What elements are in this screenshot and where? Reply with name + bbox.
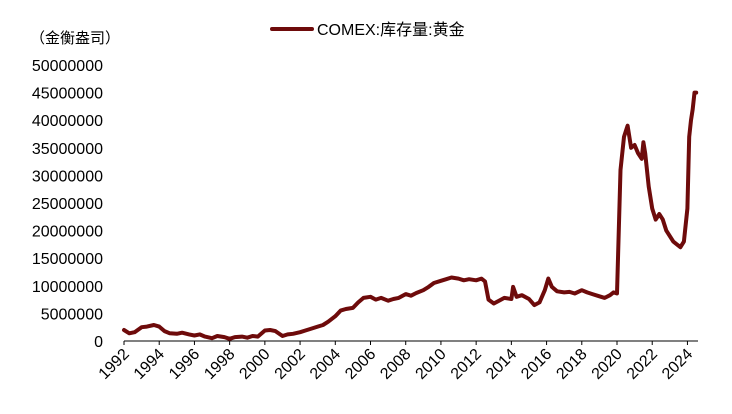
x-tick-label: 1996 <box>166 346 203 383</box>
legend-label: COMEX:库存量:黄金 <box>317 21 465 39</box>
x-tick-label: 2020 <box>589 346 626 383</box>
x-tick-label: 2022 <box>624 346 661 383</box>
y-tick-label: 10000000 <box>32 279 103 296</box>
y-tick-label: 5000000 <box>41 306 103 323</box>
y-tick-label: 45000000 <box>32 86 103 103</box>
x-tick-label: 2010 <box>413 346 450 383</box>
x-tick-label: 2016 <box>518 346 555 383</box>
x-tick-label: 1994 <box>131 346 168 383</box>
x-tick-label: 2018 <box>553 346 590 383</box>
y-tick-label: 25000000 <box>32 196 103 213</box>
x-tick-label: 2000 <box>236 346 273 383</box>
x-tick-label: 2002 <box>272 346 309 383</box>
x-tick-label: 2012 <box>448 346 485 383</box>
y-tick-label: 20000000 <box>32 224 103 241</box>
x-tick-label: 2008 <box>377 346 414 383</box>
y-axis-ticks: 0 5000000 10000000 15000000 20000000 25000000… <box>32 58 103 351</box>
y-tick-label: 0 <box>94 334 103 351</box>
x-tick-label: 1992 <box>96 346 133 383</box>
x-axis-ticks: 1992199419961998200020022004200620082010… <box>96 341 696 383</box>
series-line-comex-gold-inventory <box>122 90 699 341</box>
y-tick-label: 35000000 <box>32 141 103 158</box>
y-tick-label: 30000000 <box>32 168 103 185</box>
x-tick-label: 2004 <box>307 346 344 383</box>
y-tick-label: 50000000 <box>32 58 103 75</box>
x-tick-label: 2006 <box>342 346 379 383</box>
x-tick-label: 2014 <box>483 346 520 383</box>
legend: COMEX:库存量:黄金 <box>270 21 465 39</box>
y-tick-label: 40000000 <box>32 113 103 130</box>
x-tick-label: 2024 <box>659 346 696 383</box>
y-tick-label: 15000000 <box>32 251 103 268</box>
x-tick-label: 1998 <box>201 346 238 383</box>
y-axis-unit-label: （金衡盎司） <box>30 29 120 47</box>
